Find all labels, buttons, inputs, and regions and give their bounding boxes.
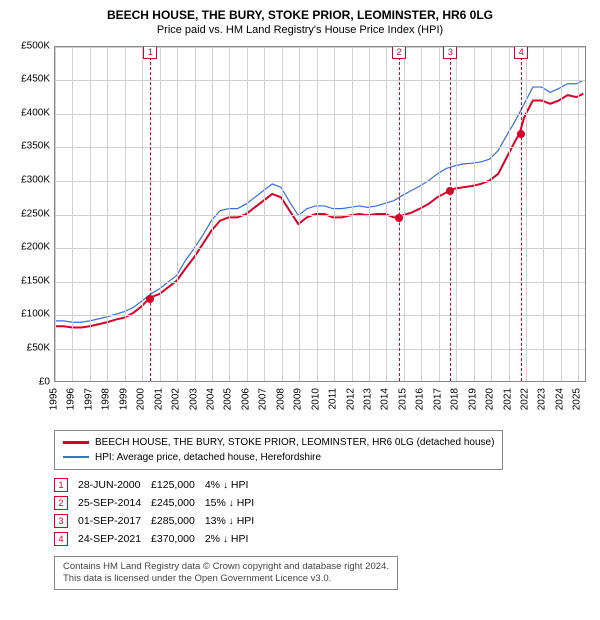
transaction-dot <box>446 187 454 195</box>
x-axis-label: 2000 <box>136 388 147 410</box>
x-axis-label: 2021 <box>502 388 513 410</box>
transaction-dot <box>146 295 154 303</box>
x-axis-label: 2007 <box>258 388 269 410</box>
x-axis-label: 2004 <box>205 388 216 410</box>
series-hpi <box>55 80 583 322</box>
x-axis-label: 1998 <box>101 388 112 410</box>
tx-date: 25-SEP-2014 <box>78 494 151 512</box>
x-axis-label: 2011 <box>328 388 339 410</box>
legend-swatch <box>63 456 89 458</box>
plot-area: 1 2 3 4 <box>54 46 586 382</box>
tx-index-box: 1 <box>54 478 68 492</box>
arrow-down-icon: ↓ <box>229 516 234 527</box>
x-axis-label: 1997 <box>83 388 94 410</box>
x-axis-label: 2005 <box>223 388 234 410</box>
tx-pct: 13% ↓ HPI <box>205 512 264 530</box>
chart-lines <box>55 47 585 381</box>
legend-swatch <box>63 441 89 444</box>
y-axis-label: £500K <box>10 40 50 51</box>
x-axis-label: 2009 <box>293 388 304 410</box>
tx-pct: 4% ↓ HPI <box>205 476 264 494</box>
table-row: 4 24-SEP-2021£370,0002% ↓ HPI <box>54 530 264 548</box>
tx-date: 28-JUN-2000 <box>78 476 151 494</box>
x-axis-label: 2017 <box>432 388 443 410</box>
x-axis-label: 2012 <box>345 388 356 410</box>
x-axis-label: 2015 <box>397 388 408 410</box>
series-property <box>55 93 583 327</box>
x-axis-label: 2002 <box>171 388 182 410</box>
x-axis-label: 2024 <box>554 388 565 410</box>
x-axis-label: 2008 <box>275 388 286 410</box>
chart-title-line2: Price paid vs. HM Land Registry's House … <box>10 24 590 36</box>
x-axis-label: 1996 <box>66 388 77 410</box>
y-axis-label: £150K <box>10 275 50 286</box>
arrow-down-icon: ↓ <box>223 480 228 491</box>
x-axis-label: 2023 <box>537 388 548 410</box>
x-axis-label: 2018 <box>450 388 461 410</box>
y-axis-label: £300K <box>10 174 50 185</box>
x-axis-label: 2013 <box>362 388 373 410</box>
x-axis-label: 2001 <box>153 388 164 410</box>
tx-date: 01-SEP-2017 <box>78 512 151 530</box>
legend-box: BEECH HOUSE, THE BURY, STOKE PRIOR, LEOM… <box>54 430 503 470</box>
tx-price: £245,000 <box>151 494 205 512</box>
footer-line2: This data is licensed under the Open Gov… <box>63 573 389 585</box>
event-line <box>450 47 451 381</box>
arrow-down-icon: ↓ <box>229 498 234 509</box>
x-axis-label: 2025 <box>572 388 583 410</box>
y-axis-label: £350K <box>10 141 50 152</box>
chart-container: BEECH HOUSE, THE BURY, STOKE PRIOR, LEOM… <box>0 0 600 620</box>
tx-index-box: 2 <box>54 496 68 510</box>
tx-price: £125,000 <box>151 476 205 494</box>
tx-price: £285,000 <box>151 512 205 530</box>
tx-pct: 2% ↓ HPI <box>205 530 264 548</box>
tx-index-box: 3 <box>54 514 68 528</box>
table-row: 1 28-JUN-2000£125,0004% ↓ HPI <box>54 476 264 494</box>
footer-box: Contains HM Land Registry data © Crown c… <box>54 556 398 591</box>
y-axis-label: £400K <box>10 107 50 118</box>
table-row: 3 01-SEP-2017£285,00013% ↓ HPI <box>54 512 264 530</box>
table-row: 2 25-SEP-2014£245,00015% ↓ HPI <box>54 494 264 512</box>
y-axis-label: £200K <box>10 242 50 253</box>
y-axis-label: £50K <box>10 342 50 353</box>
chart-title-line1: BEECH HOUSE, THE BURY, STOKE PRIOR, LEOM… <box>10 8 590 24</box>
x-axis-label: 2019 <box>467 388 478 410</box>
legend-label: BEECH HOUSE, THE BURY, STOKE PRIOR, LEOM… <box>95 435 494 450</box>
transaction-dot <box>517 130 525 138</box>
transactions-table: 1 28-JUN-2000£125,0004% ↓ HPI 2 25-SEP-2014… <box>54 476 264 548</box>
x-axis-label: 2014 <box>380 388 391 410</box>
tx-pct: 15% ↓ HPI <box>205 494 264 512</box>
event-marker-box: 4 <box>514 46 528 59</box>
x-axis-label: 2010 <box>310 388 321 410</box>
chart-box: 1 2 3 4 £0 £50K £100K £150K £200K £250K £300K £350… <box>10 42 590 422</box>
tx-date: 24-SEP-2021 <box>78 530 151 548</box>
footer-line1: Contains HM Land Registry data © Crown c… <box>63 561 389 573</box>
x-axis-label: 1999 <box>118 388 129 410</box>
x-axis-label: 2022 <box>519 388 530 410</box>
x-axis-label: 1995 <box>49 388 60 410</box>
x-axis-label: 2003 <box>188 388 199 410</box>
legend-label: HPI: Average price, detached house, Here… <box>95 450 321 465</box>
x-axis-label: 2016 <box>415 388 426 410</box>
event-marker-box: 3 <box>443 46 457 59</box>
transaction-dot <box>395 214 403 222</box>
y-axis-label: £250K <box>10 208 50 219</box>
legend-row: HPI: Average price, detached house, Here… <box>63 450 494 465</box>
x-axis-label: 2006 <box>240 388 251 410</box>
y-axis-label: £100K <box>10 309 50 320</box>
tx-index-box: 4 <box>54 532 68 546</box>
arrow-down-icon: ↓ <box>223 534 228 545</box>
event-line <box>150 47 151 381</box>
x-axis-label: 2020 <box>485 388 496 410</box>
y-axis-label: £0 <box>10 376 50 387</box>
legend-row: BEECH HOUSE, THE BURY, STOKE PRIOR, LEOM… <box>63 435 494 450</box>
event-marker-box: 2 <box>392 46 406 59</box>
tx-price: £370,000 <box>151 530 205 548</box>
y-axis-label: £450K <box>10 74 50 85</box>
event-line <box>521 47 522 381</box>
event-marker-box: 1 <box>143 46 157 59</box>
